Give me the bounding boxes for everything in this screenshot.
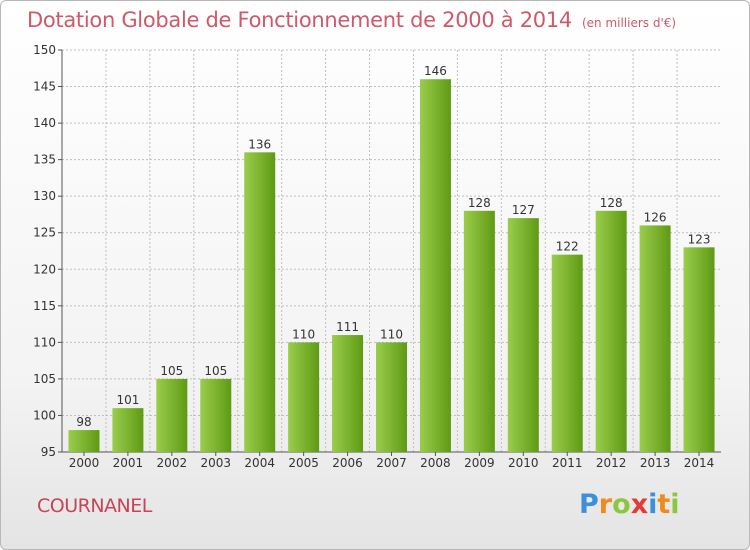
x-tick-label: 2003 bbox=[200, 456, 231, 470]
proxiti-logo: Proxiti bbox=[579, 489, 680, 520]
bar bbox=[156, 378, 188, 452]
x-tick-label: 2000 bbox=[69, 456, 100, 470]
logo-letter: t bbox=[657, 489, 671, 520]
data-label: 136 bbox=[248, 137, 271, 151]
bar bbox=[244, 152, 276, 452]
data-label: 110 bbox=[292, 327, 315, 341]
y-tick-label: 120 bbox=[33, 262, 56, 276]
bar bbox=[507, 218, 539, 452]
bar bbox=[463, 210, 495, 452]
data-label: 128 bbox=[600, 196, 623, 210]
bar bbox=[683, 247, 715, 452]
y-tick-label: 135 bbox=[33, 153, 56, 167]
data-label: 105 bbox=[204, 364, 227, 378]
bar bbox=[68, 430, 100, 452]
axes: 95 100 105 110 115 120 125 130 135 140 145 150 bbox=[33, 43, 721, 459]
x-tick-label: 2001 bbox=[113, 456, 144, 470]
bar bbox=[551, 254, 583, 452]
x-tick-label: 2010 bbox=[508, 456, 539, 470]
x-tick-label: 2009 bbox=[464, 456, 495, 470]
y-tick-label: 125 bbox=[33, 226, 56, 240]
y-tick-label: 100 bbox=[33, 408, 56, 422]
data-label: 111 bbox=[336, 320, 359, 334]
bar bbox=[288, 342, 320, 452]
title-text: Dotation Globale de Fonctionnement de 20… bbox=[27, 8, 572, 32]
y-tick-label: 105 bbox=[33, 372, 56, 386]
data-label: 101 bbox=[116, 393, 139, 407]
logo-letter: r bbox=[598, 489, 613, 520]
y-tick-label: 95 bbox=[41, 445, 56, 459]
x-tick-label: 2008 bbox=[420, 456, 451, 470]
bar bbox=[419, 79, 451, 453]
bar bbox=[376, 342, 407, 452]
bar bbox=[112, 408, 144, 452]
bar bbox=[200, 378, 232, 452]
logo-letter: i bbox=[670, 489, 680, 520]
data-label: 98 bbox=[76, 415, 91, 429]
data-label: 127 bbox=[512, 203, 535, 217]
logo-letter: P bbox=[579, 489, 599, 520]
bar bbox=[595, 210, 627, 452]
labels: 98 2000 101 2001 105 2002 105 2003 136 2004 110 200… bbox=[69, 64, 715, 470]
data-label: 126 bbox=[644, 210, 667, 224]
logo-letter: x bbox=[630, 489, 649, 520]
bar bbox=[332, 335, 364, 452]
chart-title: Dotation Globale de Fonctionnement de 20… bbox=[27, 8, 676, 32]
x-tick-label: 2011 bbox=[552, 456, 583, 470]
x-tick-label: 2013 bbox=[640, 456, 671, 470]
x-tick-label: 2004 bbox=[244, 456, 275, 470]
x-tick-label: 2005 bbox=[288, 456, 319, 470]
y-tick-label: 145 bbox=[33, 80, 56, 94]
x-tick-label: 2012 bbox=[596, 456, 627, 470]
data-label: 105 bbox=[160, 364, 183, 378]
x-tick-label: 2002 bbox=[157, 456, 188, 470]
data-label: 128 bbox=[468, 196, 491, 210]
x-tick-label: 2014 bbox=[684, 456, 715, 470]
y-tick-label: 130 bbox=[33, 189, 56, 203]
data-label: 122 bbox=[556, 240, 579, 254]
y-tick-label: 110 bbox=[33, 335, 56, 349]
logo-letter: i bbox=[648, 489, 658, 520]
chart-subtitle: (en milliers d'€) bbox=[581, 16, 677, 30]
x-tick-label: 2006 bbox=[332, 456, 363, 470]
x-tick-label: 2007 bbox=[376, 456, 407, 470]
y-tick-label: 115 bbox=[33, 299, 56, 313]
data-label: 146 bbox=[424, 64, 447, 78]
logo-letter: o bbox=[612, 489, 631, 520]
data-label: 110 bbox=[380, 327, 403, 341]
data-label: 123 bbox=[688, 232, 711, 246]
y-tick-label: 150 bbox=[33, 43, 56, 57]
y-tick-label: 140 bbox=[33, 116, 56, 130]
place-name: COURNANEL bbox=[37, 495, 152, 517]
bar bbox=[639, 225, 671, 452]
bars bbox=[68, 79, 715, 453]
